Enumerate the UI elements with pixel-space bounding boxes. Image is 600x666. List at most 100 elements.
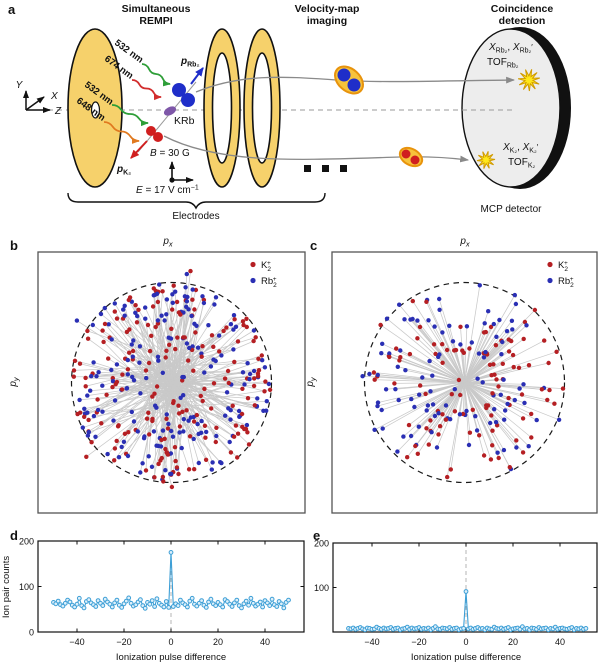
scatter-point — [545, 397, 550, 403]
scatter-point — [130, 348, 136, 354]
scatter-point — [149, 464, 155, 469]
scatter-point — [480, 380, 485, 385]
scatter-point — [417, 392, 422, 397]
scatter-point — [235, 431, 241, 436]
scatter-point — [428, 418, 433, 423]
scatter-point — [160, 474, 166, 480]
scatter-point — [209, 467, 214, 472]
scatter-point — [412, 404, 417, 410]
scatter-point — [443, 417, 449, 422]
scatter-point — [177, 430, 182, 435]
scatter-point — [127, 295, 133, 300]
data-point-marker — [149, 598, 155, 603]
scatter-point — [228, 322, 234, 327]
scatter-point — [246, 442, 252, 447]
scatter-point — [408, 433, 414, 439]
scatter-point — [184, 271, 189, 277]
scatter-point — [378, 322, 383, 328]
scatter-point — [467, 430, 473, 435]
scatter-point — [418, 383, 423, 388]
scatter-point — [198, 393, 203, 399]
scatter-point — [456, 377, 462, 383]
scatter-point — [522, 400, 527, 406]
scatter-point — [102, 321, 108, 327]
scatter-point — [154, 443, 159, 448]
plot-frame-e — [332, 542, 598, 633]
scatter-point — [444, 347, 450, 353]
scatter-point — [146, 410, 151, 415]
laser-beam-squiggle — [131, 79, 162, 101]
field-origin-dot — [169, 177, 175, 183]
scatter-point — [477, 433, 482, 438]
data-point-marker — [257, 599, 263, 605]
scatter-point — [99, 421, 104, 426]
scatter-point — [196, 460, 201, 466]
data-point-marker — [147, 601, 153, 607]
scatter-point — [180, 378, 185, 383]
scatter-point — [231, 347, 236, 352]
scatter-point — [520, 450, 526, 455]
scatter-point — [380, 341, 385, 346]
scatter-point — [191, 436, 196, 442]
scatter-point — [432, 324, 437, 329]
scatter-point — [100, 328, 105, 333]
panel-label-c: c — [310, 238, 317, 253]
scatter-point — [470, 407, 475, 412]
scatter-point — [84, 454, 89, 459]
scatter-point — [127, 327, 132, 332]
scatter-point — [526, 363, 532, 368]
data-point-marker — [213, 603, 219, 608]
laser-beam-squiggle — [111, 104, 149, 127]
scatter-point — [77, 361, 83, 366]
scatter-point — [129, 409, 134, 415]
scatter-point — [88, 388, 93, 393]
data-point-marker — [74, 601, 80, 607]
scatter-point — [122, 313, 127, 318]
scatter-point — [143, 305, 148, 310]
py-axis-label-b: py — [8, 376, 21, 388]
title-vmi-line2: imaging — [307, 15, 347, 27]
scatter-point — [482, 321, 487, 326]
scatter-point — [174, 465, 180, 470]
data-point-marker — [463, 589, 469, 594]
data-point-marker — [248, 595, 254, 601]
scatter-point — [143, 368, 149, 373]
scatter-point — [143, 316, 148, 321]
data-point-marker — [267, 603, 273, 608]
scatter-point — [176, 471, 181, 477]
scatter-point — [116, 455, 122, 460]
data-point-marker — [161, 604, 167, 610]
scatter-point — [174, 299, 180, 305]
scatter-point — [473, 414, 478, 419]
scatter-point — [228, 450, 234, 455]
scatter-point — [163, 446, 168, 452]
scatter-point — [199, 430, 204, 435]
scatter-point — [164, 297, 170, 302]
scatter-point — [375, 372, 380, 378]
scatter-point — [183, 285, 188, 290]
scatter-point — [267, 387, 273, 392]
x-tick-label: 0 — [463, 637, 468, 647]
scatter-point — [219, 460, 224, 466]
scatter-point — [130, 354, 135, 359]
scatter-point — [233, 324, 239, 329]
scatter-point — [85, 433, 91, 438]
scatter-point — [200, 344, 205, 349]
ellipsis-square — [322, 165, 329, 172]
scatter-point — [155, 321, 161, 326]
scatter-point — [240, 424, 245, 429]
data-point-marker — [109, 604, 115, 610]
data-point-marker — [119, 605, 125, 610]
scatter-point — [188, 268, 193, 274]
scatter-point — [184, 341, 190, 346]
scatter-point — [82, 406, 87, 411]
scatter-point — [150, 304, 156, 309]
scatter-point — [121, 307, 126, 312]
pair-line — [85, 349, 234, 387]
scatter-point — [505, 401, 510, 407]
scatter-point — [186, 418, 191, 423]
scatter-point — [236, 408, 242, 414]
scatter-point — [159, 313, 164, 318]
